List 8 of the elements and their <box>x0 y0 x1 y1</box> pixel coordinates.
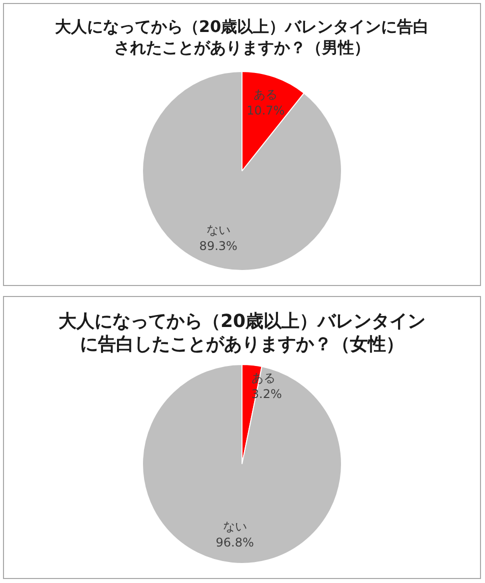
slice-label: ある <box>254 87 278 102</box>
data-label: 96.8% <box>216 535 254 550</box>
chart-title: 大人になってから（20歳以上）バレンタインに告白したことがありますか？（女性） <box>57 310 427 356</box>
data-label: 89.3% <box>199 238 238 253</box>
data-label: 10.7% <box>246 103 285 118</box>
chart-title: 大人になってから（20歳以上）バレンタインに告白されたことがありますか？（男性） <box>54 16 430 58</box>
slice-label: ない <box>206 222 230 237</box>
slice-label: ない <box>222 519 247 534</box>
